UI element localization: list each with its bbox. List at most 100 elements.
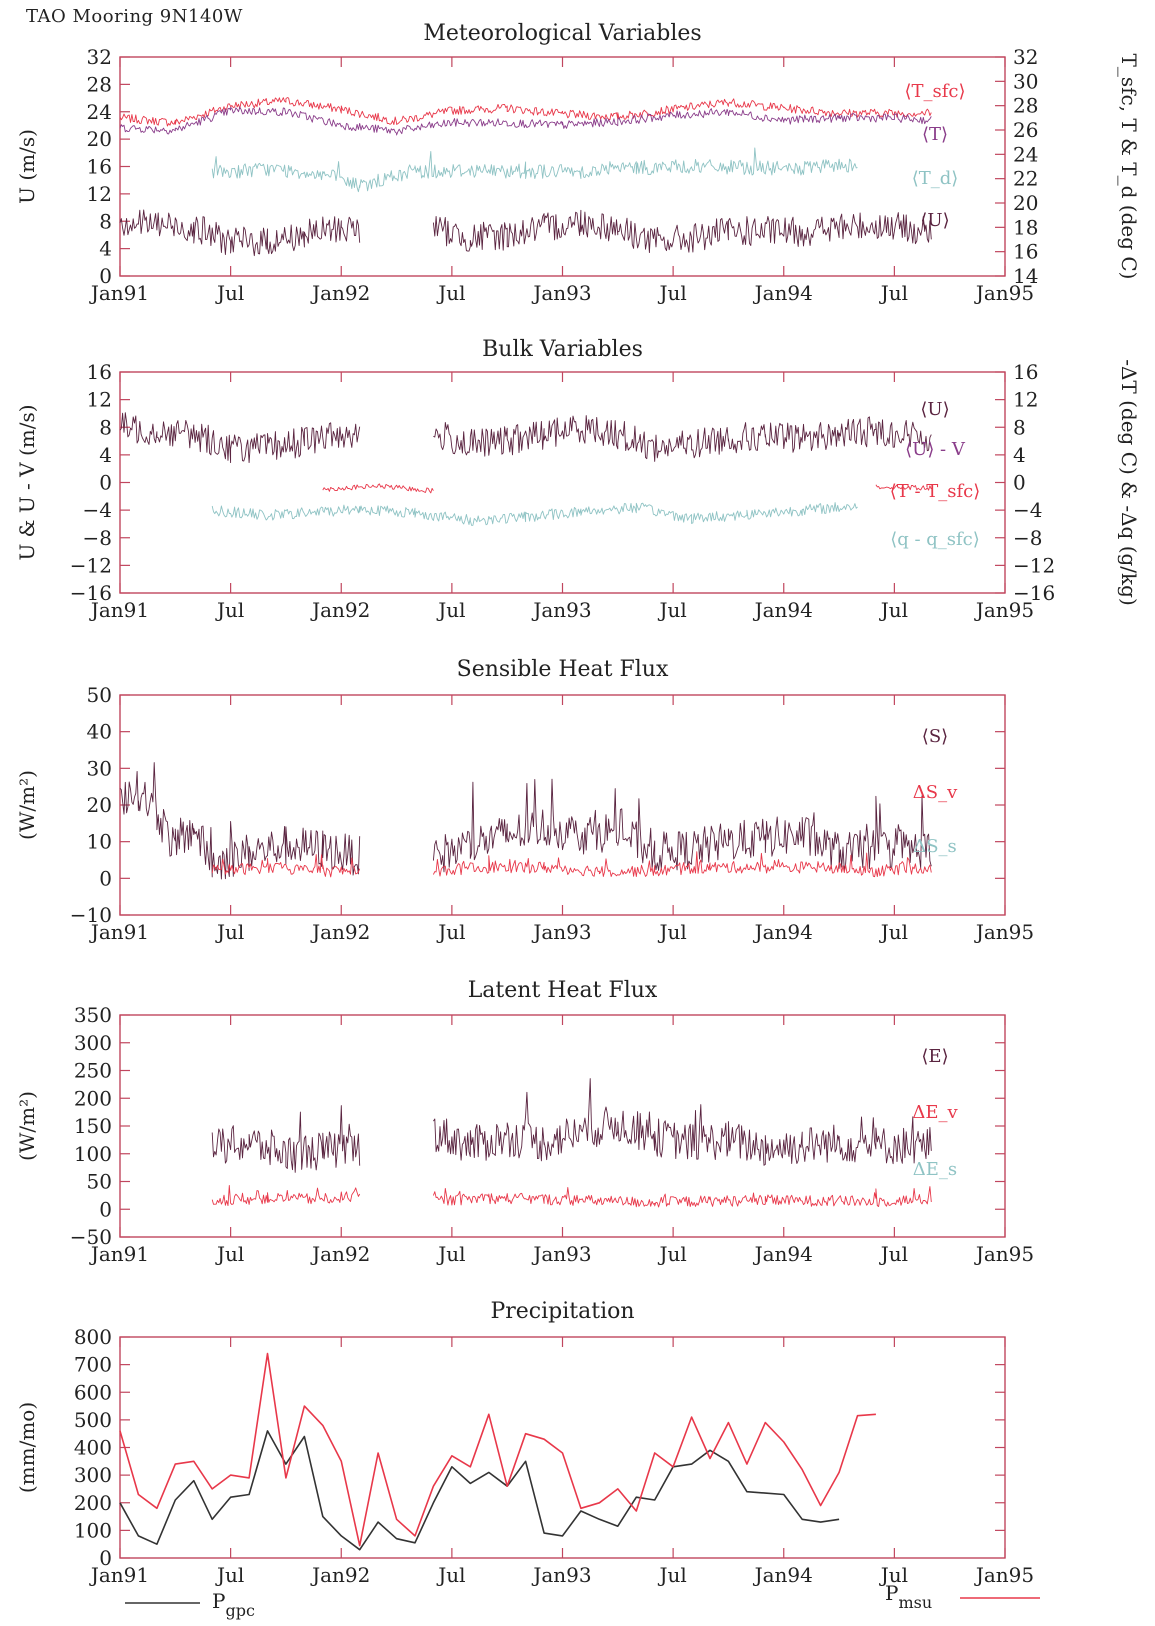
- series-line: [119, 1352, 876, 1547]
- y-tick-label: 24: [87, 100, 112, 124]
- y-right-tick-label: 16: [1013, 240, 1038, 264]
- legend-label: ⟨T_sfc⟩: [904, 81, 965, 102]
- legend-label: ⟨T - T_sfc⟩: [890, 481, 981, 502]
- y-right-tick-label: 22: [1013, 167, 1038, 191]
- y-tick-label: 350: [74, 1003, 112, 1027]
- x-tick-label: Jan95: [974, 1563, 1034, 1587]
- y-tick-label: 10: [87, 830, 112, 854]
- y-axis-label: U & U - V (m/s): [15, 404, 39, 560]
- y-right-tick-label: 26: [1013, 118, 1038, 142]
- x-tick-label: Jul: [215, 1563, 244, 1587]
- y-tick-label: −10: [70, 903, 112, 927]
- x-tick-label: Jan93: [531, 281, 591, 305]
- x-tick-label: Jan94: [753, 598, 813, 622]
- legend-label: ΔS_v: [913, 782, 958, 803]
- series-line: [119, 106, 932, 136]
- y-tick-label: 600: [74, 1380, 112, 1404]
- y-right-tick-label: 0: [1013, 471, 1026, 495]
- legend-label: ⟨E⟩: [921, 1046, 948, 1067]
- panel-title: Latent Heat Flux: [468, 978, 658, 1003]
- y-tick-label: 100: [74, 1518, 112, 1542]
- y-axis-label-right: -ΔT (deg C) & -Δq (g/kg): [1117, 359, 1141, 606]
- x-tick-label: Jul: [436, 1242, 465, 1266]
- x-tick-label: Jan94: [753, 920, 813, 944]
- x-tick-label: Jul: [215, 920, 244, 944]
- x-tick-label: Jul: [215, 1242, 244, 1266]
- x-tick-label: Jan91: [89, 1563, 149, 1587]
- y-tick-label: 200: [74, 1491, 112, 1515]
- y-right-tick-label: −16: [1013, 581, 1055, 605]
- y-tick-label: 300: [74, 1031, 112, 1055]
- y-tick-label: 16: [87, 155, 112, 179]
- y-tick-label: 700: [74, 1353, 112, 1377]
- y-tick-label: 28: [87, 72, 112, 96]
- y-right-tick-label: 30: [1013, 69, 1038, 93]
- x-tick-label: Jul: [657, 281, 686, 305]
- series-line: [211, 1078, 932, 1173]
- y-right-tick-label: 18: [1013, 215, 1038, 239]
- y-tick-label: 4: [99, 237, 112, 261]
- x-tick-label: Jan95: [974, 598, 1034, 622]
- y-axis-label: (mm/mo): [15, 1402, 39, 1493]
- x-tick-label: Jan92: [310, 598, 370, 622]
- panel-title: Precipitation: [490, 1299, 634, 1324]
- y-tick-label: 0: [99, 1546, 112, 1570]
- y-tick-label: −50: [70, 1225, 112, 1249]
- y-tick-label: −8: [83, 526, 112, 550]
- y-right-tick-label: 14: [1013, 264, 1038, 288]
- y-right-tick-label: 16: [1013, 360, 1038, 384]
- y-tick-label: 4: [99, 443, 112, 467]
- legend-label-pgpc: Pgpc: [212, 1589, 255, 1620]
- y-tick-label: 0: [99, 866, 112, 890]
- y-tick-label: 400: [74, 1436, 112, 1460]
- legend-label: ⟨q - q_sfc⟩: [890, 529, 980, 550]
- y-tick-label: 12: [87, 388, 112, 412]
- x-tick-label: Jan92: [310, 920, 370, 944]
- x-tick-label: Jan94: [753, 281, 813, 305]
- y-tick-label: 50: [87, 1170, 112, 1194]
- y-tick-label: 0: [99, 1197, 112, 1221]
- y-tick-label: −16: [70, 581, 112, 605]
- x-tick-label: Jan93: [531, 920, 591, 944]
- y-tick-label: 32: [87, 45, 112, 69]
- x-tick-label: Jul: [436, 1563, 465, 1587]
- series-line: [211, 147, 858, 193]
- legend-label-pmsu: Pmsu: [885, 1581, 932, 1612]
- y-tick-label: 500: [74, 1408, 112, 1432]
- series-line: [322, 483, 932, 494]
- x-tick-label: Jul: [879, 281, 908, 305]
- panel-title: Bulk Variables: [482, 337, 643, 362]
- x-tick-label: Jan93: [531, 1563, 591, 1587]
- y-right-tick-label: 32: [1013, 45, 1038, 69]
- x-tick-label: Jan95: [974, 920, 1034, 944]
- y-tick-label: 0: [99, 264, 112, 288]
- y-tick-label: 300: [74, 1463, 112, 1487]
- x-tick-label: Jul: [879, 598, 908, 622]
- x-tick-label: Jul: [215, 281, 244, 305]
- series-line: [119, 762, 932, 880]
- legend-label: ⟨U⟩ - V: [905, 439, 966, 460]
- plot-frame: [119, 1336, 1006, 1559]
- x-tick-label: Jul: [657, 920, 686, 944]
- x-tick-label: Jan94: [753, 1563, 813, 1587]
- x-tick-label: Jul: [879, 920, 908, 944]
- x-tick-label: Jan95: [974, 281, 1034, 305]
- y-tick-label: 100: [74, 1142, 112, 1166]
- x-tick-label: Jan91: [89, 1242, 149, 1266]
- x-tick-label: Jan94: [753, 1242, 813, 1266]
- x-tick-label: Jul: [436, 598, 465, 622]
- plot-frame: [119, 371, 1006, 594]
- x-tick-label: Jan93: [531, 1242, 591, 1266]
- y-right-tick-label: −8: [1013, 526, 1042, 550]
- x-tick-label: Jul: [215, 598, 244, 622]
- x-tick-label: Jul: [879, 1242, 908, 1266]
- x-tick-label: Jul: [657, 1563, 686, 1587]
- x-tick-label: Jan91: [89, 920, 149, 944]
- y-tick-label: 50: [87, 683, 112, 707]
- y-tick-label: −12: [70, 553, 112, 577]
- figure-title: TAO Mooring 9N140W: [26, 6, 243, 27]
- legend-label: ⟨T⟩: [922, 124, 948, 145]
- x-tick-label: Jan93: [531, 598, 591, 622]
- legend-label: ΔS_s: [913, 836, 957, 857]
